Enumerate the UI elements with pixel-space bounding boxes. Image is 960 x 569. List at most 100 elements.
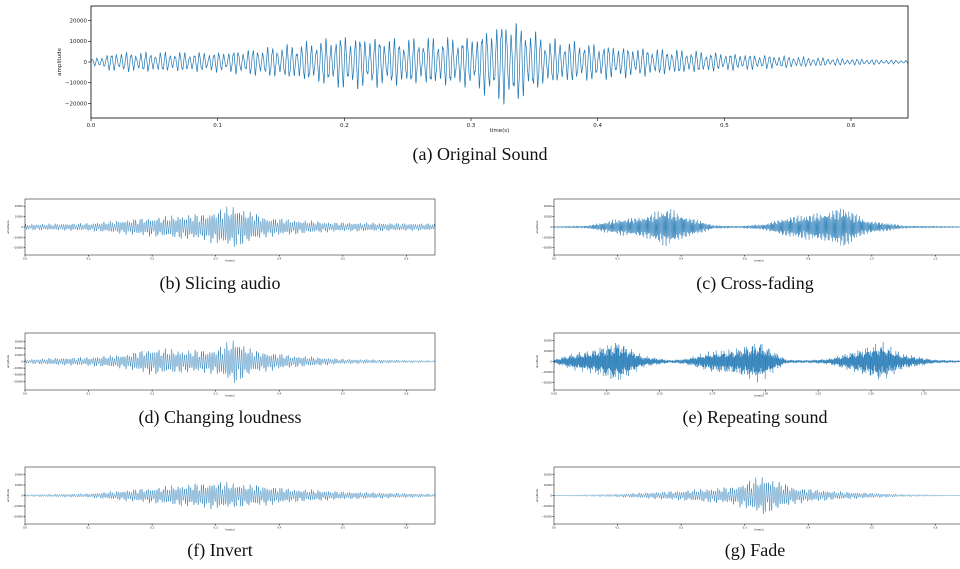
x-tick-label: 0.0 xyxy=(552,526,556,530)
y-tick-label: −20000 xyxy=(65,101,88,107)
y-tick-label: 30000 xyxy=(15,340,24,344)
y-tick-label: 20000 xyxy=(15,346,24,350)
y-tick-label: 0 xyxy=(21,493,23,497)
caption-repeating-sound: (e) Repeating sound xyxy=(682,407,828,427)
y-tick-label: −20000 xyxy=(542,515,553,519)
x-tick-label: 0.3 xyxy=(467,123,476,129)
x-tick-label: 0.6 xyxy=(933,526,937,530)
y-axis-label: amplitude xyxy=(6,220,10,234)
y-tick-label: 0 xyxy=(84,60,88,66)
x-tick-label: 0.2 xyxy=(150,392,154,396)
x-axis-label: time(s) xyxy=(754,528,763,532)
y-tick-label: 10000 xyxy=(544,483,553,487)
y-axis-label: amplitude xyxy=(6,355,10,369)
x-tick-label: 0.4 xyxy=(593,123,602,129)
x-tick-label: 0.6 xyxy=(404,392,408,396)
x-tick-label: 0.3 xyxy=(214,392,218,396)
x-tick-label: 1.50 xyxy=(868,392,874,396)
y-tick-label: −10000 xyxy=(542,235,553,239)
x-tick-label: 0.5 xyxy=(341,526,345,530)
y-axis-label: amplitude xyxy=(535,355,539,369)
caption-changing-loudness: (d) Changing loudness xyxy=(138,407,302,427)
y-tick-label: −10000 xyxy=(13,366,24,370)
x-tick-label: 0.5 xyxy=(341,257,345,261)
x-tick-label: 0.50 xyxy=(657,392,663,396)
caption-invert: (f) Invert xyxy=(187,540,253,560)
y-tick-label: 10000 xyxy=(15,483,24,487)
x-axis-label: time(s) xyxy=(225,259,234,263)
x-axis-label: time(s) xyxy=(225,528,234,532)
x-tick-label: 1.25 xyxy=(815,392,821,396)
x-tick-label: 0.4 xyxy=(679,257,683,261)
x-tick-label: 0.2 xyxy=(340,123,349,129)
y-tick-label: −20000 xyxy=(13,515,24,519)
x-tick-label: 1.2 xyxy=(933,257,937,261)
waveform-chart-original: 0.0 0.1 0.2 0.3 0.4 0.5 0.6 −20000 −10000 0 10000 2… xyxy=(57,5,909,134)
x-tick-label: 0.1 xyxy=(87,526,91,530)
caption-cross-fading: (c) Cross-fading xyxy=(696,273,814,293)
y-tick-label: 10000 xyxy=(544,215,553,219)
waveform-line xyxy=(24,206,436,248)
y-tick-label: 10000 xyxy=(70,39,88,45)
x-axis-label: time(s) xyxy=(754,259,763,263)
x-tick-label: 0.1 xyxy=(616,526,620,530)
x-tick-label: 0.00 xyxy=(551,392,557,396)
x-axis-label: time(s) xyxy=(490,128,510,134)
x-tick-label: 0.3 xyxy=(214,526,218,530)
y-tick-label: 20000 xyxy=(544,472,553,476)
x-axis-label: time(s) xyxy=(754,394,763,398)
y-tick-label: −30000 xyxy=(13,379,24,383)
waveform-line xyxy=(553,208,960,247)
y-tick-label: −20000 xyxy=(13,246,24,250)
caption-original-sound: (a) Original Sound xyxy=(412,144,548,164)
x-tick-label: 0.25 xyxy=(604,392,610,396)
x-tick-label: 0.6 xyxy=(404,526,408,530)
y-tick-label: 10000 xyxy=(544,349,553,353)
x-tick-label: 0.5 xyxy=(341,392,345,396)
y-tick-label: −20000 xyxy=(13,373,24,377)
waveform-line xyxy=(553,342,960,383)
waveform-chart-invert: 0.0 0.1 0.2 0.3 0.4 0.5 0.6 −20000 −10000 0 10000 2… xyxy=(6,466,436,532)
y-tick-label: −20000 xyxy=(542,246,553,250)
caption-fade: (g) Fade xyxy=(724,540,786,560)
x-tick-label: 0.3 xyxy=(214,257,218,261)
x-axis-label: time(s) xyxy=(225,394,234,398)
x-tick-label: 0.0 xyxy=(87,123,96,129)
x-tick-label: 0.5 xyxy=(720,123,729,129)
x-tick-label: 0.2 xyxy=(679,526,683,530)
caption-slicing-audio: (b) Slicing audio xyxy=(159,273,281,293)
y-tick-label: 20000 xyxy=(70,18,88,24)
y-tick-label: 10000 xyxy=(15,353,24,357)
x-tick-label: 0.2 xyxy=(616,257,620,261)
y-tick-label: −10000 xyxy=(13,235,24,239)
x-tick-label: 1.75 xyxy=(921,392,927,396)
waveform-line xyxy=(24,481,436,510)
waveform-line xyxy=(553,477,960,515)
x-tick-label: 0.0 xyxy=(552,257,556,261)
y-axis-label: amplitude xyxy=(6,489,10,503)
y-axis-label: amplitude xyxy=(535,489,539,503)
x-tick-label: 0.75 xyxy=(710,392,716,396)
x-tick-label: 0.4 xyxy=(806,526,810,530)
y-axis-label: amplitude xyxy=(535,220,539,234)
x-tick-label: 0.2 xyxy=(150,257,154,261)
y-tick-label: 20000 xyxy=(15,472,24,476)
x-tick-label: 0.6 xyxy=(404,257,408,261)
y-tick-label: 0 xyxy=(21,225,23,229)
waveform-chart-cross-fading: 0.0 0.2 0.4 0.6 0.8 1.0 1.2 −20000 −10000 0 10000 2… xyxy=(535,198,960,263)
x-tick-label: 0.6 xyxy=(743,257,747,261)
x-tick-label: 0.1 xyxy=(213,123,222,129)
x-tick-label: 0.6 xyxy=(847,123,856,129)
y-tick-label: 0 xyxy=(21,359,23,363)
x-tick-label: 0.5 xyxy=(870,526,874,530)
y-tick-label: 0 xyxy=(550,359,552,363)
x-tick-label: 0.1 xyxy=(87,392,91,396)
x-tick-label: 0.0 xyxy=(23,257,27,261)
y-tick-label: 20000 xyxy=(544,338,553,342)
x-tick-label: 0.3 xyxy=(743,526,747,530)
y-tick-label: 20000 xyxy=(544,204,553,208)
x-tick-label: 0.1 xyxy=(87,257,91,261)
waveform-line xyxy=(24,340,436,383)
y-tick-label: −10000 xyxy=(65,81,88,87)
